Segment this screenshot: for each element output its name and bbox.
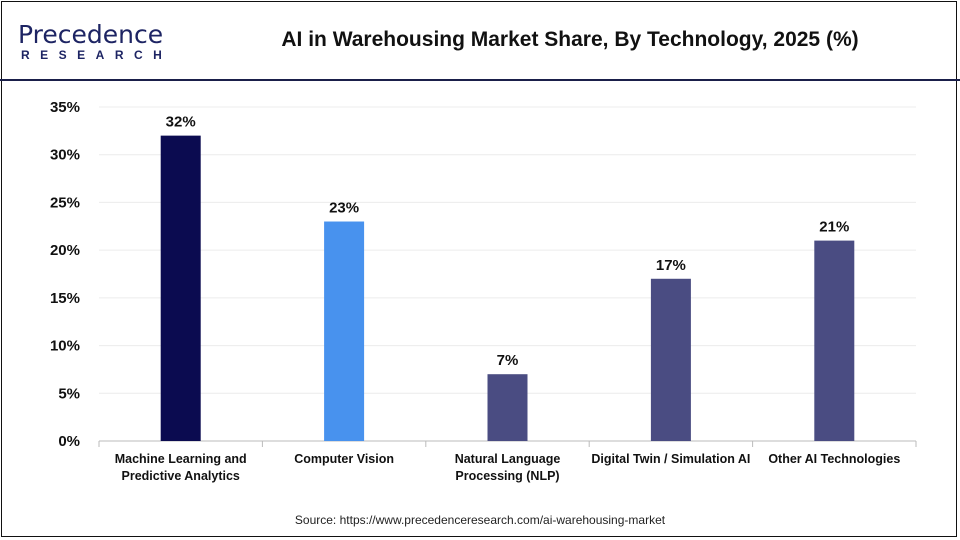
bar xyxy=(487,374,528,441)
bar xyxy=(324,221,365,441)
data-label: 7% xyxy=(497,352,519,369)
x-tick-label: Other AI Technologies xyxy=(768,452,901,466)
y-tick-label: 10% xyxy=(50,338,80,355)
bar xyxy=(650,278,691,441)
x-tick-label: Machine Learning and Predictive Analytic… xyxy=(114,452,247,483)
source-note: Source: https://www.precedenceresearch.c… xyxy=(294,513,666,527)
y-tick-label: 35% xyxy=(50,99,80,116)
logo-line1: Precedence xyxy=(18,20,164,49)
x-tick-label: Computer Vision xyxy=(294,452,394,466)
y-tick-label: 25% xyxy=(50,194,80,211)
y-tick-label: 20% xyxy=(50,242,80,259)
y-tick-label: 30% xyxy=(50,147,80,164)
y-tick-label: 5% xyxy=(58,385,80,402)
x-tick-label: Natural Language Processing (NLP) xyxy=(454,452,561,483)
header-divider xyxy=(0,79,960,81)
logo-line2: RESEARCH xyxy=(21,48,173,62)
data-label: 32% xyxy=(166,114,196,131)
bar xyxy=(160,135,201,441)
data-label: 23% xyxy=(329,200,359,217)
chart-title: AI in Warehousing Market Share, By Techn… xyxy=(281,28,859,51)
bar xyxy=(814,240,855,441)
data-label: 17% xyxy=(656,257,686,274)
y-tick-label: 15% xyxy=(50,290,80,307)
brand-logo: Precedence RESEARCH xyxy=(18,20,173,63)
y-tick-label: 0% xyxy=(58,433,80,450)
data-label: 21% xyxy=(819,219,849,236)
x-tick-label: Digital Twin / Simulation AI xyxy=(591,452,751,466)
